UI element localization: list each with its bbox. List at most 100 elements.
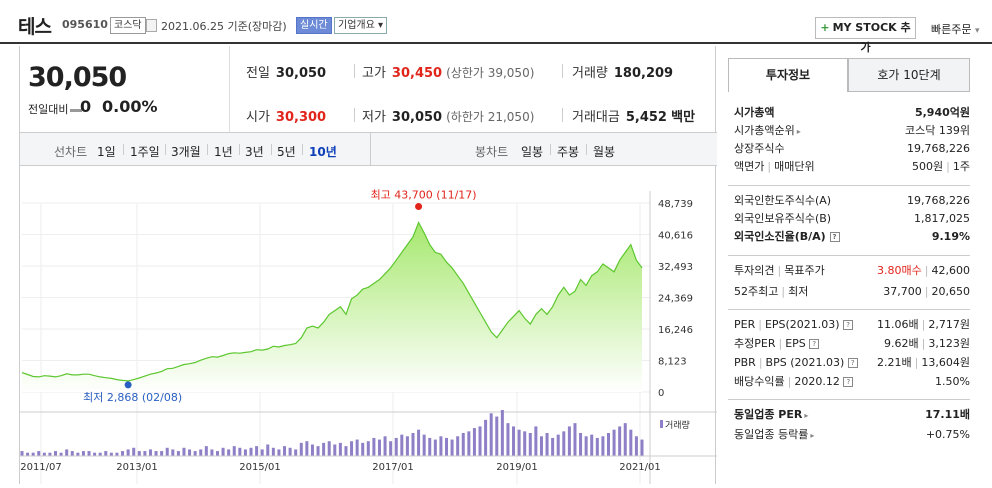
volume-bar <box>333 444 337 456</box>
volume-bar <box>551 437 555 456</box>
market-cap-rank-label: 시가총액순위 <box>734 124 795 137</box>
tab-period-10y[interactable]: 10년 <box>309 145 337 159</box>
volume-bar <box>484 419 488 456</box>
add-mystock-label: MY STOCK 추가 <box>832 21 911 54</box>
pbr-label: PBR <box>734 356 756 369</box>
volume-bar <box>215 451 219 456</box>
per-label: PER <box>734 318 756 331</box>
volume-bar <box>512 426 516 456</box>
week52-high-label: 52주최고 <box>734 285 779 298</box>
calendar-icon <box>146 19 157 32</box>
volume-bar <box>210 449 214 456</box>
add-mystock-button[interactable]: + MY STOCK 추가 <box>815 17 916 54</box>
tab-period-3y[interactable]: 3년 <box>245 145 264 159</box>
volume-bar <box>288 447 292 456</box>
tab-period-1d[interactable]: 1일 <box>97 145 116 159</box>
volume-bar <box>193 451 197 456</box>
industry-per-row: 동일업종 PER ▸ 17.11배 <box>734 406 970 424</box>
shares-row: 상장주식수 19,768,226 <box>734 140 970 158</box>
stat-volume-label: 거래량 <box>572 66 608 81</box>
stat-amount-value: 5,452 <box>625 110 667 125</box>
volume-bar <box>148 449 152 456</box>
volume-bar <box>389 441 393 456</box>
volume-bar <box>221 447 225 456</box>
volume-bar <box>634 436 638 456</box>
shares-label: 상장주식수 <box>734 142 785 155</box>
tab-period-1y[interactable]: 1년 <box>214 145 233 159</box>
volume-bar <box>618 426 622 456</box>
tab-candle-weekly[interactable]: 주봉 <box>557 145 580 159</box>
stat-amount: 거래대금 5,452 백만 <box>572 106 695 125</box>
opinion-value: 3.80매수 <box>877 264 922 277</box>
dividend-label: 배당수익률 <box>734 375 785 388</box>
volume-bar <box>361 442 365 456</box>
x-tick-label: 2019/01 <box>496 462 538 473</box>
help-icon[interactable]: ? <box>843 377 854 387</box>
x-tick-label: 2011/07 <box>20 462 62 473</box>
stat-lower-limit: (하한가 21,050) <box>446 110 535 124</box>
realtime-button[interactable]: 실시간 <box>296 17 332 34</box>
volume-bar <box>249 447 253 456</box>
stat-open: 시가 30,300 <box>246 106 326 125</box>
company-overview-select[interactable]: 기업개요 ▾ <box>334 17 388 34</box>
tab-period-3m[interactable]: 3개월 <box>171 145 201 159</box>
volume-bar <box>42 452 46 456</box>
stat-volume-value: 180,209 <box>613 66 674 81</box>
volume-bar <box>612 429 616 456</box>
market-cap-rank-row: 시가총액순위 ▸ 코스닥 139위 <box>734 122 970 140</box>
volume-bar <box>394 437 398 456</box>
quick-order-button[interactable]: 빠른주문 ▾ <box>931 21 980 37</box>
trade-unit-label: 매매단위 <box>774 160 815 173</box>
per-value: 11.06배 <box>877 318 919 331</box>
help-icon[interactable]: ? <box>843 320 854 330</box>
pbr-value: 2.21배 <box>877 356 912 369</box>
arrow-right-icon: ▸ <box>810 431 815 440</box>
volume-bar <box>355 439 359 456</box>
volume-bar <box>528 433 532 456</box>
volume-bar <box>59 452 63 456</box>
volume-bar <box>81 451 85 456</box>
volume-bar <box>232 446 236 456</box>
volume-bar <box>204 446 208 456</box>
volume-bar <box>567 426 571 456</box>
market-cap-row: 시가총액 5,940억원 <box>734 104 970 122</box>
volume-bar <box>188 449 192 456</box>
tab-period-1w[interactable]: 1주일 <box>130 145 160 159</box>
volume-bar <box>160 451 164 456</box>
plus-icon: + <box>820 21 830 34</box>
tab-candle-daily[interactable]: 일봉 <box>521 145 544 159</box>
price-chart[interactable]: 48,739 40,616 32,493 24,369 16,246 8,123 0 최고 4… <box>20 166 717 484</box>
volume-bar <box>54 451 58 456</box>
volume-bar <box>327 441 331 456</box>
foreign-hold-value: 1,817,025 <box>914 212 970 225</box>
help-icon[interactable]: ? <box>809 339 820 349</box>
company-overview-label: 기업개요 <box>338 20 375 31</box>
volume-bar <box>26 452 30 456</box>
volume-bar <box>517 429 521 456</box>
volume-bar <box>472 428 476 456</box>
est-per-row: 추정PER | EPS ? 9.62배 | 3,123원 <box>734 337 970 350</box>
volume-bar <box>48 452 52 456</box>
volume-bar <box>310 444 314 456</box>
market-cap-value: 5,940억원 <box>914 106 970 119</box>
volume-bar <box>478 426 482 456</box>
tab-hoga[interactable]: 호가 10단계 <box>848 58 970 92</box>
help-icon[interactable]: ? <box>829 232 840 242</box>
volume-bar <box>400 434 404 456</box>
stat-prev-label: 전일 <box>246 66 270 81</box>
tab-candle-monthly[interactable]: 월봉 <box>593 145 616 159</box>
foreign-hold-row: 외국인보유주식수(B) 1,817,025 <box>734 210 970 228</box>
volume-bar <box>137 451 141 456</box>
volume-bar <box>271 447 275 456</box>
help-icon[interactable]: ? <box>847 358 858 368</box>
week52-high-value: 37,700 <box>883 285 922 298</box>
x-tick-label: 2021/01 <box>619 462 661 473</box>
tab-period-5y[interactable]: 5년 <box>277 145 296 159</box>
volume-bar <box>640 439 644 456</box>
volume-bar <box>31 452 35 456</box>
tab-investment-info[interactable]: 투자정보 <box>728 58 848 92</box>
volume-bar <box>294 449 298 456</box>
bps-value: 13,604원 <box>921 356 970 369</box>
foreign-limit-label: 외국인한도주식수(A) <box>734 194 832 207</box>
low-label: 최저 2,868 (02/08) <box>83 391 182 404</box>
